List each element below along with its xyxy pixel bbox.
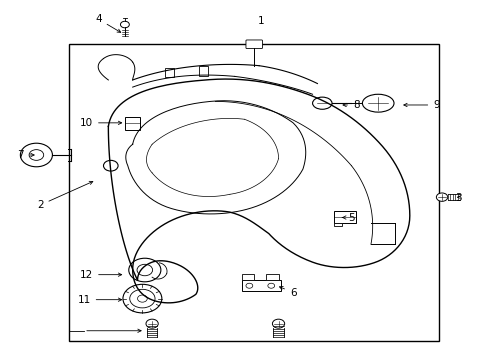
Text: 11: 11 [77, 295, 122, 305]
Circle shape [122, 284, 162, 313]
Text: 4: 4 [95, 14, 121, 32]
Circle shape [146, 319, 158, 328]
Circle shape [129, 289, 155, 308]
Bar [199, 66, 207, 76]
Text: 8: 8 [342, 100, 359, 110]
Circle shape [103, 160, 118, 171]
Circle shape [272, 319, 284, 328]
Circle shape [267, 283, 274, 288]
Bar [125, 117, 140, 130]
Bar [69, 44, 438, 341]
Text: 1: 1 [258, 16, 264, 26]
Text: 5: 5 [342, 212, 354, 222]
Text: 7: 7 [18, 150, 34, 160]
Bar [334, 223, 341, 226]
Circle shape [20, 143, 52, 167]
Circle shape [137, 264, 152, 276]
FancyBboxPatch shape [245, 40, 262, 49]
Circle shape [128, 258, 161, 282]
Text: 9: 9 [403, 100, 439, 110]
Circle shape [245, 283, 252, 288]
Circle shape [120, 21, 129, 28]
Circle shape [137, 295, 147, 302]
Bar [266, 274, 278, 280]
Bar [242, 280, 281, 292]
Bar [242, 274, 254, 280]
Text: 10: 10 [80, 118, 122, 128]
Text: 6: 6 [279, 287, 296, 297]
Text: 12: 12 [80, 270, 122, 280]
Bar [164, 68, 173, 77]
Ellipse shape [362, 94, 393, 112]
Text: 3: 3 [454, 193, 461, 203]
Bar [334, 211, 355, 223]
Ellipse shape [312, 97, 331, 109]
Circle shape [435, 193, 447, 201]
Text: 2: 2 [37, 181, 93, 210]
Circle shape [29, 150, 43, 160]
